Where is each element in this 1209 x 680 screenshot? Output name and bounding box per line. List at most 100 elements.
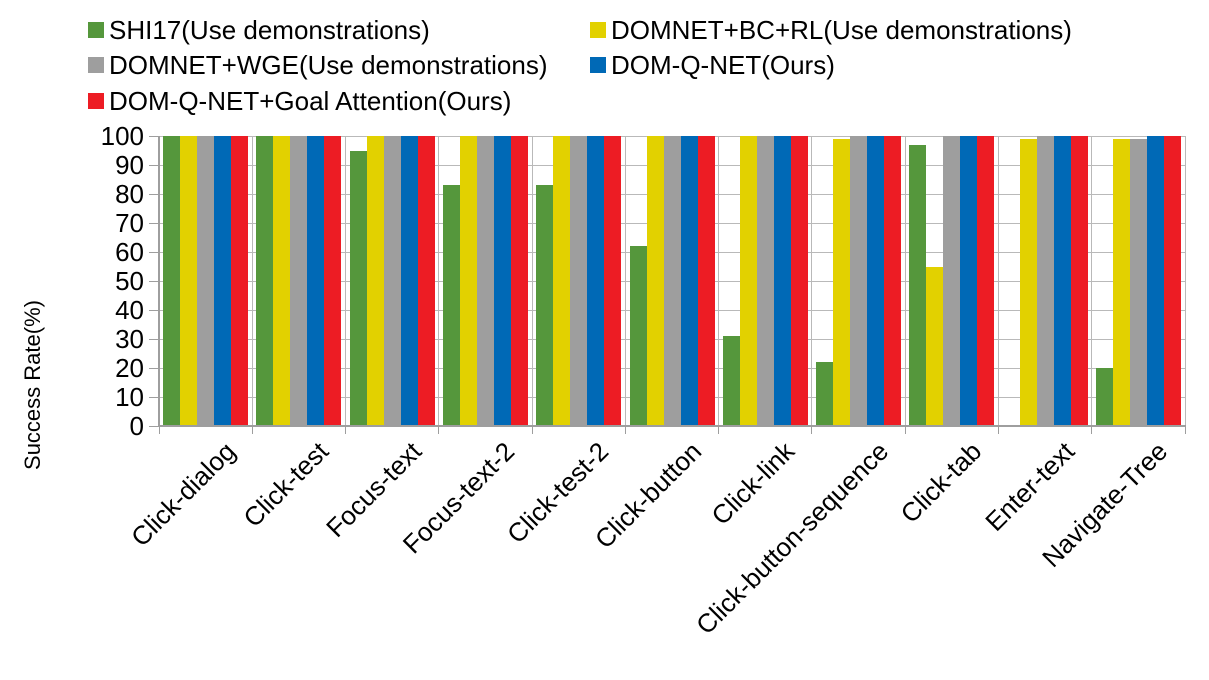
legend-label: DOMNET+BC+RL(Use demonstrations) — [611, 15, 1072, 45]
x-tick-mark — [904, 426, 906, 434]
bar — [943, 136, 961, 426]
legend-item: DOMNET+WGE(Use demonstrations) — [88, 51, 547, 80]
bar — [442, 185, 460, 426]
bar — [977, 136, 995, 426]
y-tick-mark — [149, 396, 159, 398]
bar — [256, 136, 274, 426]
bar — [1163, 136, 1181, 426]
bar — [884, 136, 902, 426]
bar — [417, 136, 435, 426]
legend-item: DOMNET+BC+RL(Use demonstrations) — [590, 16, 1072, 45]
bar — [366, 136, 384, 426]
gridline-vertical — [904, 136, 906, 426]
legend-swatch-icon — [88, 22, 104, 39]
bar — [646, 136, 664, 426]
y-tick-mark — [149, 193, 159, 195]
bar — [867, 136, 885, 426]
y-tick-label: 0 — [129, 411, 144, 441]
bar — [459, 136, 477, 426]
bar — [349, 150, 367, 426]
legend-swatch-icon — [88, 93, 104, 110]
bar — [1036, 136, 1054, 426]
legend-label: DOMNET+WGE(Use demonstrations) — [109, 50, 548, 80]
bar — [1146, 136, 1164, 426]
y-axis-title: Success Rate(%) — [20, 300, 45, 470]
x-tick-mark — [997, 426, 999, 434]
bar — [790, 136, 808, 426]
bar — [739, 136, 757, 426]
legend-label: SHI17(Use demonstrations) — [109, 15, 430, 45]
bar — [926, 266, 944, 426]
bar — [510, 136, 528, 426]
bar — [493, 136, 511, 426]
bar — [909, 144, 927, 426]
x-tick-label: Click-link — [705, 436, 801, 531]
y-tick-label: 90 — [115, 150, 144, 180]
legend-swatch-icon — [590, 57, 606, 74]
y-tick-label: 70 — [115, 208, 144, 238]
x-tick-mark — [1091, 426, 1093, 434]
y-tick-label: 80 — [115, 179, 144, 209]
bar — [214, 136, 232, 426]
y-tick-label: 30 — [115, 324, 144, 354]
legend-label: DOM-Q-NET(Ours) — [611, 50, 835, 80]
bar — [570, 136, 588, 426]
bar — [553, 136, 571, 426]
bar — [816, 362, 834, 426]
x-tick-mark — [718, 426, 720, 434]
y-tick-label: 100 — [100, 121, 144, 151]
y-tick-mark — [149, 338, 159, 340]
gridline-vertical — [1184, 136, 1186, 426]
y-tick-mark — [149, 251, 159, 253]
gridline-vertical — [531, 136, 533, 426]
bar — [1019, 138, 1037, 426]
bar — [1112, 138, 1130, 426]
y-tick-mark — [149, 135, 159, 137]
plot-area: 0 10 20 30 40 50 60 70 80 90 100 Click-dialog Click-… — [101, 123, 1186, 640]
x-tick-mark — [158, 426, 160, 434]
bar — [400, 136, 418, 426]
x-tick-mark — [624, 426, 626, 434]
legend-label: DOM-Q-NET+Goal Attention(Ours) — [109, 86, 512, 116]
x-tick-mark — [438, 426, 440, 434]
bar — [180, 136, 198, 426]
y-tick-label: 20 — [115, 353, 144, 383]
bar — [960, 136, 978, 426]
bar — [756, 136, 774, 426]
gridline-vertical — [718, 136, 720, 426]
bar — [290, 136, 308, 426]
y-axis — [158, 136, 160, 427]
bar — [697, 136, 715, 426]
bar — [833, 138, 851, 426]
bar — [1129, 138, 1147, 426]
legend-item: SHI17(Use demonstrations) — [88, 16, 430, 45]
bar — [324, 136, 342, 426]
gridline-vertical — [997, 136, 999, 426]
bar — [773, 136, 791, 426]
x-tick-label: Click-tab — [894, 436, 988, 529]
y-tick-label: 10 — [115, 382, 144, 412]
legend: SHI17(Use demonstrations) DOMNET+BC+RL(Us… — [0, 0, 1209, 125]
bar — [383, 136, 401, 426]
x-tick-label: Click-dialog — [124, 436, 241, 553]
bar — [1070, 136, 1088, 426]
bar — [163, 136, 181, 426]
gridline-vertical — [345, 136, 347, 426]
y-tick-label: 50 — [115, 266, 144, 296]
bar — [231, 136, 249, 426]
bar — [536, 185, 554, 426]
gridline-vertical — [251, 136, 253, 426]
bar — [476, 136, 494, 426]
bar — [587, 136, 605, 426]
legend-item: DOM-Q-NET(Ours) — [590, 51, 835, 80]
bar — [663, 136, 681, 426]
y-tick-mark — [149, 280, 159, 282]
x-tick-mark — [1184, 426, 1186, 434]
x-tick-label: Click-test — [237, 436, 335, 533]
bar — [1095, 368, 1113, 426]
bar — [680, 136, 698, 426]
bar — [629, 246, 647, 426]
x-axis — [158, 425, 1186, 427]
x-tick-mark — [531, 426, 533, 434]
